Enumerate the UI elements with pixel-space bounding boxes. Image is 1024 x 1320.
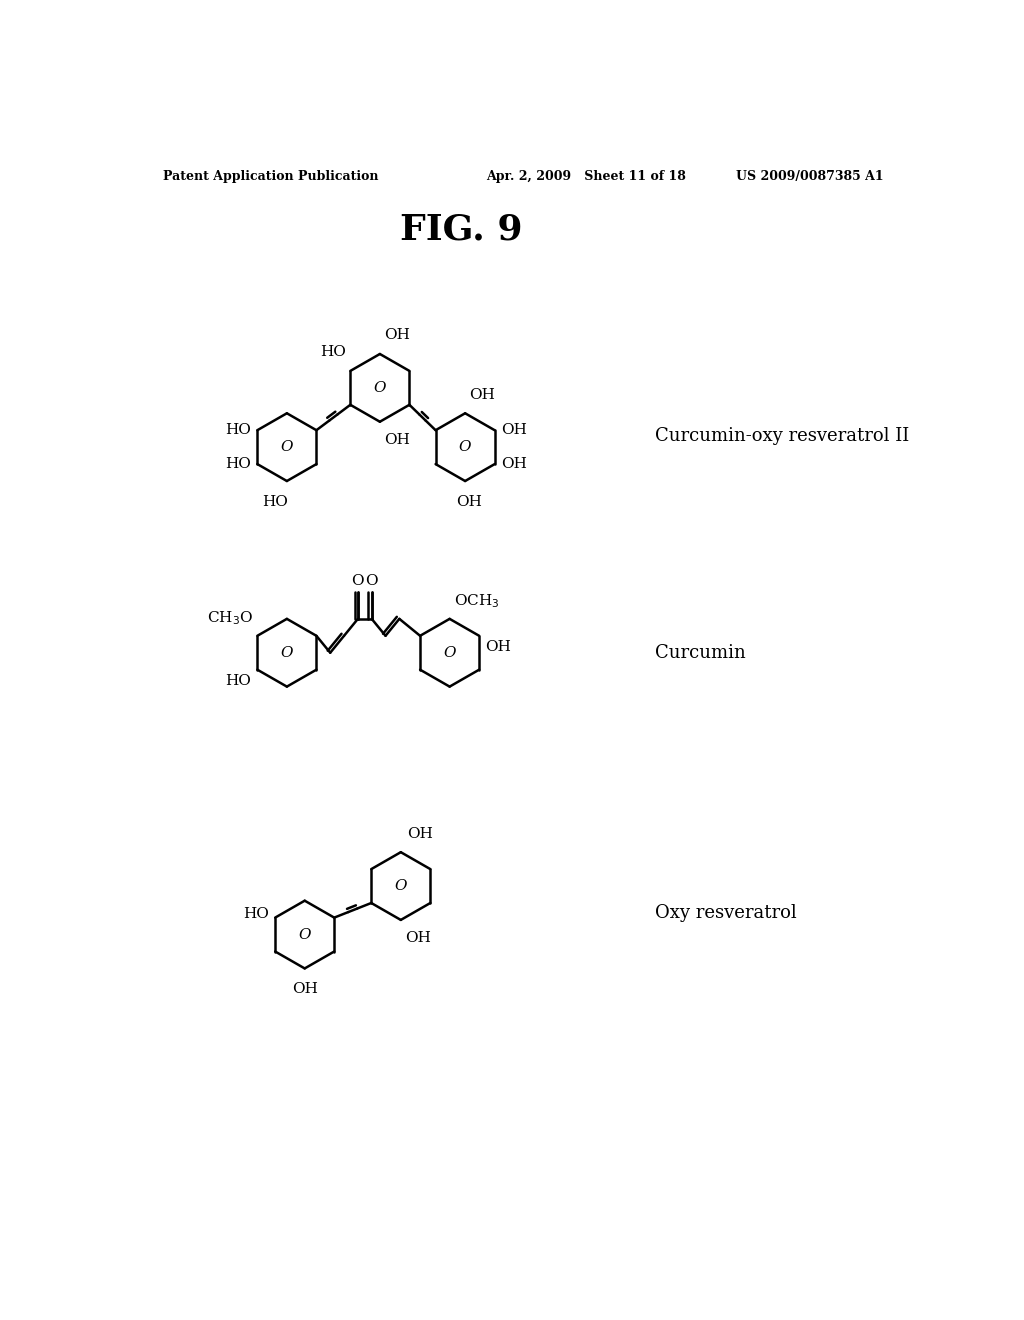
Text: O: O: [281, 645, 293, 660]
Text: O: O: [443, 645, 456, 660]
Text: HO: HO: [225, 673, 251, 688]
Text: HO: HO: [321, 346, 346, 359]
Text: O: O: [374, 381, 386, 395]
Text: OH: OH: [485, 640, 511, 653]
Text: OH: OH: [384, 433, 410, 447]
Text: OCH$_3$: OCH$_3$: [454, 591, 499, 610]
Text: OH: OH: [469, 388, 495, 401]
Text: US 2009/0087385 A1: US 2009/0087385 A1: [736, 170, 884, 183]
Text: O: O: [366, 574, 378, 589]
Text: HO: HO: [262, 495, 288, 510]
Text: O: O: [351, 574, 365, 589]
Text: O: O: [281, 440, 293, 454]
Text: HO: HO: [225, 457, 251, 471]
Text: HO: HO: [225, 424, 251, 437]
Text: O: O: [394, 879, 408, 894]
Text: OH: OH: [501, 457, 526, 471]
Text: O: O: [459, 440, 471, 454]
Text: Curcumin: Curcumin: [655, 644, 745, 661]
Text: Patent Application Publication: Patent Application Publication: [163, 170, 379, 183]
Text: OH: OH: [456, 495, 482, 510]
Text: OH: OH: [292, 982, 317, 997]
Text: Oxy resveratrol: Oxy resveratrol: [655, 904, 797, 921]
Text: OH: OH: [384, 329, 410, 342]
Text: HO: HO: [243, 907, 269, 921]
Text: FIG. 9: FIG. 9: [400, 213, 522, 247]
Text: OH: OH: [407, 826, 433, 841]
Text: O: O: [298, 928, 311, 941]
Text: OH: OH: [501, 424, 526, 437]
Text: Curcumin-oxy resveratrol II: Curcumin-oxy resveratrol II: [655, 426, 909, 445]
Text: CH$_3$O: CH$_3$O: [207, 609, 254, 627]
Text: Apr. 2, 2009   Sheet 11 of 18: Apr. 2, 2009 Sheet 11 of 18: [486, 170, 686, 183]
Text: OH: OH: [404, 932, 430, 945]
